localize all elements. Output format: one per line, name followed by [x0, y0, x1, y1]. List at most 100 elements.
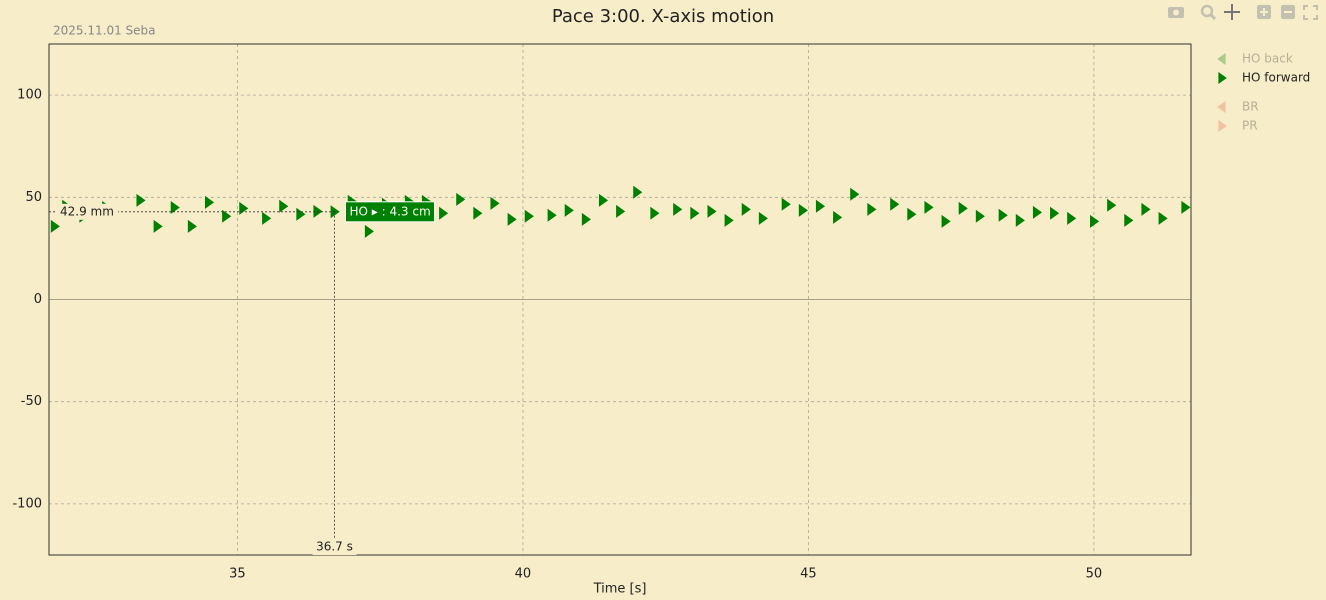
marker: [941, 214, 951, 228]
marker: [204, 195, 215, 209]
y-tick-label: 50: [25, 190, 42, 205]
legend-item[interactable]: BR: [1217, 100, 1259, 114]
marker: [815, 199, 826, 213]
marker: [490, 196, 500, 210]
modebar: [1168, 4, 1318, 21]
autoscale-icon: [1303, 5, 1318, 20]
legend-label: HO back: [1242, 52, 1293, 66]
marker: [1067, 211, 1077, 225]
legend-item[interactable]: PR: [1218, 119, 1258, 133]
marker: [153, 219, 163, 233]
marker: [1141, 202, 1151, 216]
legend-marker: [1218, 120, 1227, 132]
pan-button[interactable]: [1224, 4, 1240, 20]
marker: [890, 197, 900, 211]
x-tick-label: 35: [229, 567, 246, 582]
legend-marker: [1217, 53, 1226, 65]
hover-box: [345, 201, 435, 223]
legend-item[interactable]: HO forward: [1218, 71, 1310, 85]
marker: [564, 203, 574, 217]
camera-button[interactable]: [1168, 7, 1184, 18]
marker: [170, 201, 180, 215]
marker: [222, 209, 232, 223]
chart-title: Pace 3:00. X-axis motion: [552, 6, 774, 27]
camera-lens: [1173, 9, 1179, 16]
marker: [975, 209, 985, 223]
marker: [724, 213, 734, 227]
marker: [1050, 206, 1060, 220]
hover-y-label: 42.9 mm: [60, 204, 114, 218]
pan-icon: [1224, 4, 1240, 20]
marker: [581, 212, 591, 226]
marker: [707, 204, 717, 218]
hover-y-box: [56, 203, 118, 220]
marker: [547, 208, 557, 222]
marker: [833, 210, 843, 224]
marker: [330, 205, 340, 219]
hover-x-box: [312, 539, 357, 555]
marker: [673, 202, 683, 216]
marker: [1015, 213, 1025, 227]
marker: [781, 197, 791, 211]
zoom-icon: [1200, 4, 1214, 18]
marker: [439, 206, 449, 220]
marker: [741, 202, 751, 216]
marker: [690, 206, 700, 220]
hover-text: HO ▸ : 4.3 cm: [350, 204, 431, 218]
x-tick-label: 45: [800, 567, 817, 582]
marker: [958, 201, 968, 215]
x-axis-title: Time [s]: [593, 582, 647, 597]
zoom-in-plus: [1260, 8, 1268, 16]
legend-item[interactable]: HO back: [1217, 52, 1293, 66]
marker: [313, 204, 323, 218]
marker: [650, 206, 660, 220]
zoom-handle: [1208, 12, 1217, 21]
legend-label: BR: [1242, 100, 1259, 114]
marker: [364, 224, 374, 238]
autoscale-button[interactable]: [1303, 5, 1318, 20]
y-tick-label: 100: [17, 88, 42, 103]
plot-frame: [48, 43, 1192, 556]
x-tick-label: 50: [1086, 567, 1103, 582]
marker: [262, 211, 272, 225]
zoom-in-button[interactable]: [1257, 5, 1271, 19]
marker: [50, 219, 60, 233]
marker: [924, 200, 934, 214]
marker: [598, 193, 609, 207]
marker: [798, 203, 808, 217]
marker: [136, 193, 146, 207]
legend-marker: [1218, 72, 1227, 84]
marker: [1090, 214, 1100, 228]
marker: [456, 192, 466, 206]
marker: [1124, 213, 1134, 227]
x-tick-label: 40: [515, 567, 532, 582]
marker: [1181, 200, 1191, 214]
y-tick-label: -100: [12, 496, 42, 511]
marker: [850, 187, 860, 201]
hover-x-label: 36.7 s: [316, 540, 353, 554]
zoom-button[interactable]: [1200, 4, 1217, 21]
y-tick-label: 0: [34, 292, 42, 307]
legend-marker: [1217, 101, 1226, 113]
marker: [524, 209, 534, 223]
marker: [867, 202, 877, 216]
marker: [473, 206, 483, 220]
marker: [1158, 211, 1168, 225]
marker: [758, 211, 768, 225]
marker: [507, 212, 517, 226]
legend-label: HO forward: [1242, 71, 1310, 85]
marker: [1032, 205, 1043, 219]
marker: [1107, 198, 1117, 212]
legend-label: PR: [1242, 119, 1258, 133]
marker: [633, 185, 643, 199]
marker: [279, 199, 289, 213]
marker: [616, 204, 626, 218]
subtitle: 2025.11.01 Seba: [53, 24, 156, 38]
y-tick-label: -50: [21, 394, 42, 409]
marker: [187, 219, 197, 233]
marker: [296, 207, 306, 221]
zoom-out-button[interactable]: [1281, 5, 1295, 19]
marker: [998, 208, 1008, 222]
